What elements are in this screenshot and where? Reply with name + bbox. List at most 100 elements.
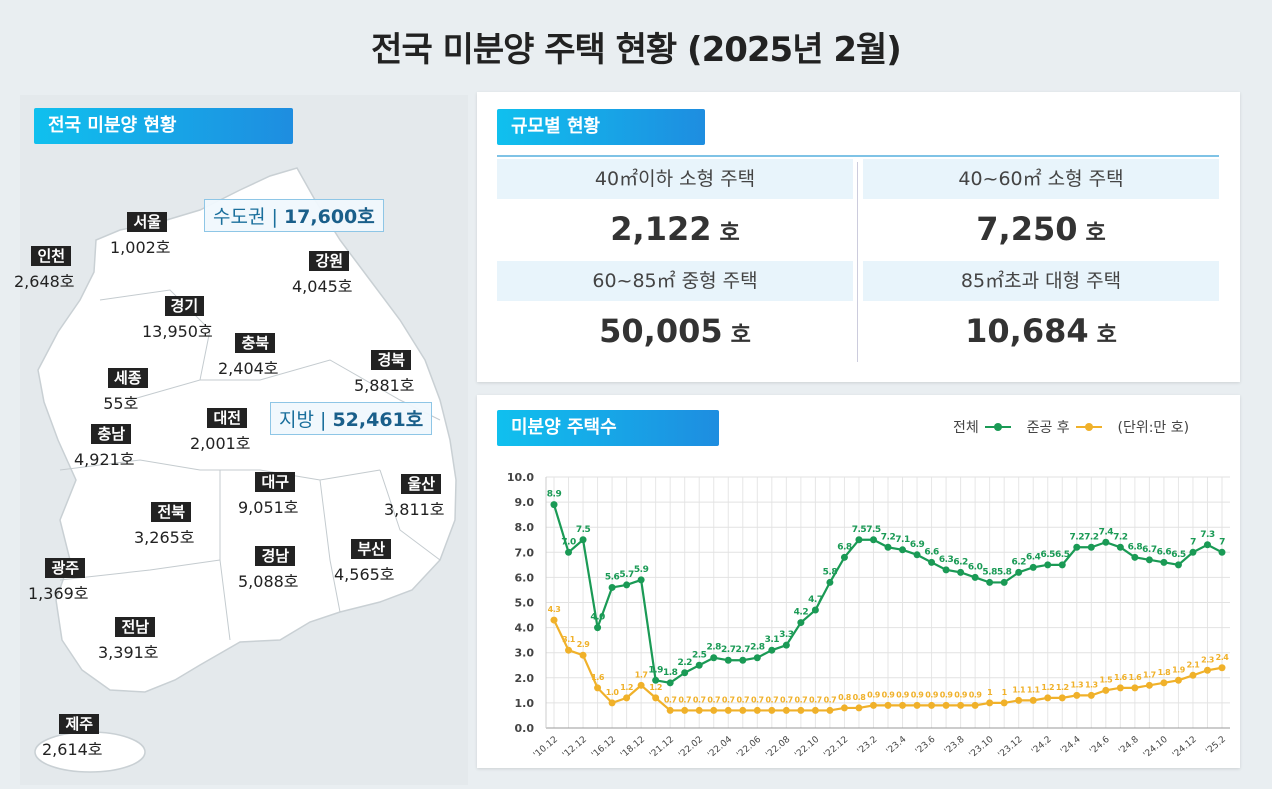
data-point xyxy=(840,704,848,712)
data-point xyxy=(710,706,718,714)
region-value: 2,404호 xyxy=(218,359,279,378)
data-point xyxy=(1160,679,1168,687)
data-point xyxy=(942,566,950,574)
data-point xyxy=(1189,548,1197,556)
data-label: 0.9 xyxy=(954,690,968,699)
data-point xyxy=(1058,694,1066,702)
x-tick-label: '24.4 xyxy=(1059,734,1083,756)
region-name: 경기 xyxy=(164,296,205,316)
region-name: 울산 xyxy=(401,474,442,494)
x-tick-label: '18.12 xyxy=(619,735,647,761)
data-point xyxy=(899,546,907,554)
data-point xyxy=(1174,561,1182,569)
data-point xyxy=(666,679,674,687)
data-point xyxy=(942,701,950,709)
data-point xyxy=(971,573,979,581)
data-label: 1.5 xyxy=(1099,675,1113,684)
chart-panel: 미분양 주택수 전체 준공 후 (단위:만 호) xyxy=(477,395,1240,768)
data-point xyxy=(1218,664,1226,672)
data-point xyxy=(1058,561,1066,569)
data-label: 5.7 xyxy=(619,570,634,580)
data-point xyxy=(594,684,602,692)
data-point xyxy=(753,706,761,714)
region-value: 5,088호 xyxy=(238,572,299,591)
region-3: 경기 13,950호 xyxy=(142,296,213,342)
data-label: 0.9 xyxy=(867,690,881,699)
data-point xyxy=(1203,541,1211,549)
data-point xyxy=(1044,561,1052,569)
data-point xyxy=(1044,694,1052,702)
data-label: 2.4 xyxy=(1216,653,1230,662)
region-name: 강원 xyxy=(309,251,350,271)
region-name: 경북 xyxy=(371,350,412,370)
data-point xyxy=(768,706,776,714)
data-label: 1.7 xyxy=(1143,670,1156,679)
data-label: 5.8 xyxy=(823,567,838,577)
data-point xyxy=(1000,699,1008,707)
region-15: 전남 3,391호 xyxy=(98,617,159,663)
local-summary: 지방 | 52,461호 xyxy=(270,402,433,435)
y-tick-label: 6.0 xyxy=(515,571,535,584)
data-label: 7.1 xyxy=(895,535,910,545)
size-cell-0: 40㎡이하 소형 주택 2,122 호 xyxy=(497,159,853,264)
data-point xyxy=(957,568,965,576)
size-cell-label: 40~60㎡ 소형 주택 xyxy=(863,159,1219,199)
data-point xyxy=(753,654,761,662)
size-panel-badge: 규모별 현황 xyxy=(497,109,705,145)
size-cell-2: 60~85㎡ 중형 주택 50,005 호 xyxy=(497,261,853,366)
size-cell-1: 40~60㎡ 소형 주택 7,250 호 xyxy=(863,159,1219,264)
data-label: 1.2 xyxy=(1041,683,1054,692)
legend-total-label: 전체 xyxy=(953,420,979,436)
x-tick-label: '21.12 xyxy=(648,735,676,761)
unit-note: (단위:만 호) xyxy=(1117,420,1190,436)
data-point xyxy=(623,694,631,702)
data-label: 1.3 xyxy=(1085,680,1098,689)
x-tick-label: '25.2 xyxy=(1204,735,1228,757)
y-tick-label: 0.0 xyxy=(515,722,535,735)
x-tick-label: '23.12 xyxy=(997,735,1025,761)
region-11: 전북 3,265호 xyxy=(134,502,195,548)
data-point xyxy=(782,706,790,714)
data-label: 6.4 xyxy=(1026,552,1041,562)
size-cell-value: 50,005 xyxy=(599,312,723,350)
y-tick-label: 2.0 xyxy=(515,672,535,685)
legend-completed-swatch xyxy=(1076,423,1103,431)
region-value: 4,045호 xyxy=(292,277,353,296)
region-9: 대구 9,051호 xyxy=(238,472,299,518)
data-label: 0.7 xyxy=(765,695,778,704)
x-tick-label: '24.10 xyxy=(1142,734,1170,760)
data-label: 2.2 xyxy=(677,658,692,668)
region-name: 광주 xyxy=(45,558,86,578)
data-label: 0.9 xyxy=(925,690,939,699)
size-cell-3: 85㎡초과 대형 주택 10,684 호 xyxy=(863,261,1219,366)
data-point xyxy=(826,578,834,586)
data-point xyxy=(695,706,703,714)
region-10: 울산 3,811호 xyxy=(384,474,445,520)
region-14: 광주 1,369호 xyxy=(28,558,89,604)
data-point xyxy=(1203,666,1211,674)
data-point xyxy=(1131,684,1139,692)
capital-value: 17,600호 xyxy=(283,206,375,228)
data-label: 1.2 xyxy=(649,683,662,692)
region-name: 제주 xyxy=(59,714,100,734)
data-label: 6.6 xyxy=(1157,547,1172,557)
x-tick-label: '22.10 xyxy=(793,734,821,760)
region-2: 강원 4,045호 xyxy=(292,251,353,297)
data-point xyxy=(811,706,819,714)
data-label: 4.2 xyxy=(794,608,809,618)
data-point xyxy=(637,681,645,689)
data-label: 6.5 xyxy=(1041,550,1056,560)
chart-legend: 전체 준공 후 (단위:만 호) xyxy=(953,417,1189,437)
data-point xyxy=(1073,543,1081,551)
size-cell-value: 2,122 xyxy=(610,210,712,248)
region-value: 1,369호 xyxy=(28,584,89,603)
region-13: 부산 4,565호 xyxy=(334,539,395,585)
data-label: 0.7 xyxy=(809,695,822,704)
data-point xyxy=(1102,538,1110,546)
x-tick-label: '22.08 xyxy=(764,734,792,760)
x-tick-label: '12.12 xyxy=(561,735,589,761)
region-name: 서울 xyxy=(127,212,168,232)
x-tick-label: '22.12 xyxy=(822,735,850,761)
size-cell-value-row: 7,250 호 xyxy=(863,199,1219,264)
data-point xyxy=(666,706,674,714)
